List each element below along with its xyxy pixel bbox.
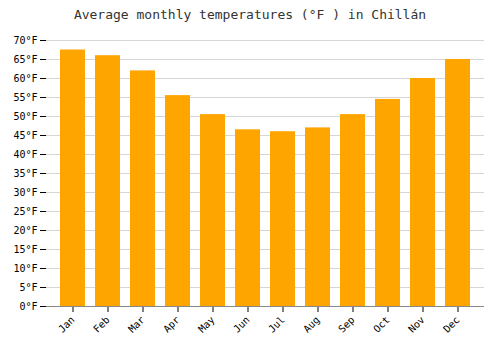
svg-text:Feb: Feb bbox=[91, 314, 112, 335]
svg-text:0°F: 0°F bbox=[19, 301, 37, 312]
html-text:Average monthly temperatures (: Average monthly temperatures (°F ) in Ch… bbox=[73, 7, 427, 22]
svg-text:25°F: 25°F bbox=[13, 206, 37, 217]
svg-text:Jul: Jul bbox=[266, 314, 287, 335]
svg-text:Jan: Jan bbox=[56, 314, 77, 335]
svg-text:Aug: Aug bbox=[301, 314, 322, 335]
svg-text:Dec: Dec bbox=[441, 314, 462, 335]
svg-text:Apr: Apr bbox=[161, 314, 182, 335]
svg-text:Mar: Mar bbox=[126, 314, 147, 335]
svg-text:45°F: 45°F bbox=[13, 130, 37, 141]
svg-text:40°F: 40°F bbox=[13, 149, 37, 160]
svg-text:55°F: 55°F bbox=[13, 92, 37, 103]
svg-text:15°F: 15°F bbox=[13, 244, 37, 255]
svg-text:60°F: 60°F bbox=[13, 73, 37, 84]
svg-text:May: May bbox=[196, 314, 217, 335]
svg-text:5°F: 5°F bbox=[19, 282, 37, 293]
svg-text:Sep: Sep bbox=[336, 314, 357, 335]
svg-text:30°F: 30°F bbox=[13, 187, 37, 198]
svg-text:Oct: Oct bbox=[371, 314, 392, 335]
svg-text:20°F: 20°F bbox=[13, 225, 37, 236]
svg-text:50°F: 50°F bbox=[13, 111, 37, 122]
svg-text:10°F: 10°F bbox=[13, 263, 37, 274]
svg-text:Jun: Jun bbox=[231, 314, 252, 335]
svg-text:35°F: 35°F bbox=[13, 168, 37, 179]
svg-text:Nov: Nov bbox=[406, 314, 427, 335]
svg-text:65°F: 65°F bbox=[13, 54, 37, 65]
svg-text:70°F: 70°F bbox=[13, 35, 37, 46]
